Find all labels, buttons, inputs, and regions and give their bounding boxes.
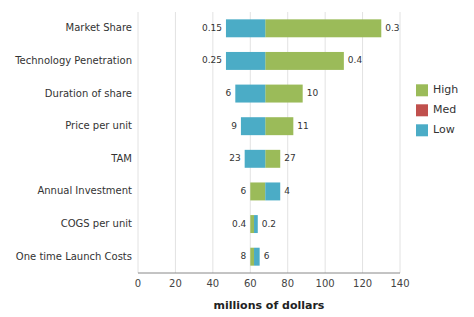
end-label: 6 (264, 251, 270, 261)
bar (265, 19, 381, 37)
end-label: 27 (284, 153, 295, 163)
y-tick-label: Technology Penetration (14, 55, 132, 66)
end-label: 6 (241, 186, 247, 196)
y-tick-label: Annual Investment (37, 185, 132, 196)
bar (254, 215, 258, 233)
grid-line (287, 12, 288, 273)
bar (250, 182, 265, 200)
bar (250, 248, 254, 266)
x-tick-label: 140 (390, 278, 409, 289)
bar (254, 248, 260, 266)
y-tick-label: Market Share (66, 22, 132, 33)
legend-swatch (416, 124, 428, 136)
y-tick-label: One time Launch Costs (16, 251, 132, 262)
grid-line (400, 12, 401, 273)
y-tick-label: Price per unit (65, 120, 132, 131)
end-label: 11 (297, 121, 308, 131)
grid-line (325, 12, 326, 273)
x-tick-label: 80 (281, 278, 294, 289)
legend-label: Med (433, 103, 456, 116)
y-tick-label: COGS per unit (61, 218, 132, 229)
end-label: 0.15 (202, 23, 222, 33)
bar (250, 215, 254, 233)
end-label: 0.2 (262, 219, 276, 229)
bar (265, 117, 293, 135)
grid-line (362, 12, 363, 273)
end-label: 6 (226, 88, 232, 98)
end-label: 0.4 (232, 219, 247, 229)
grid-line (175, 12, 176, 273)
y-tick-label: Duration of share (45, 88, 132, 99)
end-label: 0.4 (348, 55, 363, 65)
grid-line (212, 12, 213, 273)
end-label: 0.25 (202, 55, 222, 65)
bar (265, 85, 302, 103)
legend-label: Low (433, 123, 455, 136)
end-label: 0.3 (385, 23, 399, 33)
x-tick-label: 60 (244, 278, 257, 289)
bar (265, 52, 344, 70)
end-labels: 0.3 0.4 10 11 27 6 0.4 8 0.15 0.25 6 9 23 4 0.2 6 (202, 23, 400, 261)
end-label: 10 (307, 88, 319, 98)
grid-line (138, 12, 139, 273)
x-tick-label: 20 (169, 278, 182, 289)
legend: High Med Low (416, 83, 458, 136)
bar (265, 150, 280, 168)
end-label: 9 (231, 121, 237, 131)
legend-swatch (416, 84, 428, 96)
grid (138, 12, 400, 273)
bar (265, 182, 280, 200)
x-tick-label: 120 (353, 278, 372, 289)
bar (226, 19, 265, 37)
x-axis-title: millions of dollars (214, 299, 325, 312)
bar (235, 85, 265, 103)
x-axis-line (138, 273, 400, 274)
legend-swatch (416, 104, 428, 116)
x-tick-label: 40 (206, 278, 219, 289)
x-tick-label: 0 (135, 278, 141, 289)
bar (241, 117, 265, 135)
end-label: 8 (241, 251, 247, 261)
x-tick-label: 100 (316, 278, 335, 289)
end-label: 4 (284, 186, 290, 196)
end-label: 23 (229, 153, 240, 163)
bar (226, 52, 265, 70)
bars (226, 19, 381, 265)
legend-label: High (433, 83, 458, 96)
y-tick-label: TAM (110, 153, 132, 164)
grid-line (250, 12, 251, 273)
chart: 0 20 40 60 80 100 120 140 millions of dollars Mar… (0, 0, 474, 317)
bar (245, 150, 266, 168)
